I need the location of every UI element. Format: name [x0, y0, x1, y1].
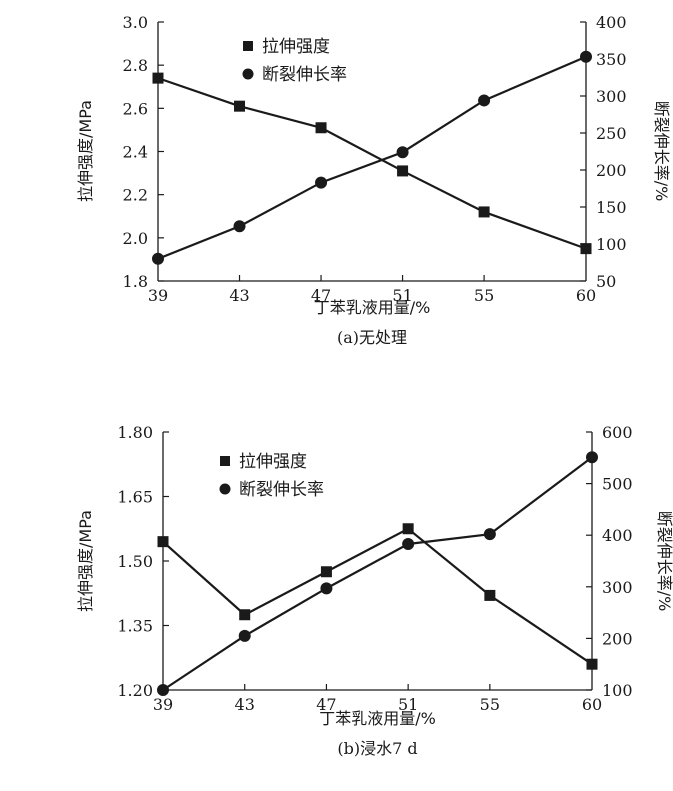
right-y-axis-title: 断裂伸长率/%: [652, 101, 671, 202]
left-y-axis-title: 拉伸强度/MPa: [76, 510, 95, 612]
right-y-tick-label: 300: [602, 578, 633, 597]
right-y-tick-label: 150: [596, 198, 627, 217]
x-tick-label: 51: [398, 695, 418, 714]
right-y-axis-title: 断裂伸长率/%: [655, 511, 673, 612]
elongation-point: [483, 528, 496, 541]
elongation-point: [586, 451, 598, 464]
right-y-tick-label: 400: [602, 526, 633, 545]
x-axis-title: 丁苯乳液用量/%: [319, 709, 436, 728]
right-y-tick-label: 100: [602, 681, 633, 700]
tensile-strength-point: [484, 589, 496, 601]
elongation-point: [478, 94, 491, 107]
legend-label-tensile-strength: 拉伸强度: [262, 37, 330, 57]
tensile-strength-point: [239, 609, 251, 621]
x-tick-label: 47: [316, 695, 336, 714]
left-y-tick-label: 2.0: [123, 229, 148, 248]
x-tick-label: 51: [392, 286, 412, 305]
x-tick-label: 43: [235, 695, 255, 714]
right-y-tick-label: 600: [602, 423, 633, 442]
right-y-tick-label: 300: [596, 87, 627, 106]
x-tick-label: 39: [148, 286, 168, 305]
panel-caption: (b)浸水7 d: [337, 739, 417, 758]
x-tick-label: 60: [582, 695, 602, 714]
left-y-tick-label: 1.80: [117, 423, 153, 442]
right-y-tick-label: 100: [596, 235, 627, 254]
tensile-strength-point: [478, 206, 490, 218]
legend-label-elongation: 断裂伸长率: [239, 480, 324, 500]
series-line-elongation: [162, 456, 593, 691]
tensile-strength-point: [586, 658, 598, 670]
right-y-tick-label: 350: [596, 50, 627, 69]
chart-panel-1: 39 43 47 51 55 60 1.8 2.0 2.2 2.4 2.6 2.8 3.0 50 100 15…: [76, 13, 671, 347]
left-y-axis-title: 拉伸强度/MPa: [76, 100, 95, 202]
elongation-point: [233, 220, 246, 233]
x-tick-label: 60: [576, 286, 596, 305]
right-y-tick-label: 250: [596, 124, 627, 143]
left-y-tick-label: 1.8: [123, 272, 148, 291]
legend-square-icon: [243, 41, 253, 51]
elongation-point: [238, 629, 251, 642]
x-tick-label: 55: [480, 695, 500, 714]
legend-label-tensile-strength: 拉伸强度: [239, 452, 307, 472]
left-y-tick-label: 2.8: [123, 56, 148, 75]
elongation-point: [402, 537, 415, 550]
legend-label-elongation: 断裂伸长率: [262, 65, 347, 85]
left-y-tick-label: 2.2: [123, 186, 148, 205]
series-line-elongation: [157, 55, 587, 260]
left-y-tick-label: 1.20: [117, 681, 153, 700]
panel-caption: (a)无处理: [337, 328, 407, 347]
elongation-point: [315, 176, 328, 189]
elongation-point: [580, 50, 592, 63]
elongation-point: [396, 146, 409, 159]
left-y-tick-label: 1.65: [117, 488, 153, 507]
tensile-strength-point: [157, 536, 169, 548]
right-y-tick-label: 50: [596, 272, 616, 291]
elongation-point: [320, 582, 333, 595]
left-y-tick-label: 1.50: [117, 552, 153, 571]
right-y-tick-label: 200: [602, 629, 633, 648]
elongation-point: [152, 252, 164, 265]
tensile-strength-point: [315, 122, 327, 134]
left-y-tick-label: 3.0: [123, 13, 148, 32]
x-tick-label: 39: [153, 695, 173, 714]
legend-circle-icon: [242, 68, 254, 80]
legend-square-icon: [220, 456, 230, 466]
tensile-strength-point: [320, 566, 332, 578]
legend-circle-icon: [219, 483, 231, 495]
x-axis-title: 丁苯乳液用量/%: [314, 298, 431, 317]
tensile-strength-point: [402, 523, 414, 535]
x-tick-label: 43: [229, 286, 249, 305]
x-tick-label: 47: [311, 286, 331, 305]
elongation-point: [157, 684, 169, 696]
tensile-strength-point: [234, 100, 246, 112]
tensile-strength-point: [580, 243, 592, 255]
right-y-tick-label: 500: [602, 475, 633, 494]
x-tick-label: 55: [474, 286, 494, 305]
series-line-tensile-strength: [157, 77, 587, 250]
series-line-tensile-strength: [162, 527, 593, 666]
chart-panel-2: 39 43 47 51 55 60 1.20 1.35 1.50 1.65 1.80 100 200 30…: [76, 423, 673, 758]
left-y-tick-label: 2.6: [123, 99, 148, 118]
tensile-strength-point: [397, 165, 409, 177]
left-y-tick-label: 2.4: [123, 143, 148, 162]
right-y-tick-label: 200: [596, 161, 627, 180]
left-y-tick-label: 1.35: [117, 617, 153, 636]
tensile-strength-point: [152, 72, 164, 84]
right-y-tick-label: 400: [596, 13, 627, 32]
